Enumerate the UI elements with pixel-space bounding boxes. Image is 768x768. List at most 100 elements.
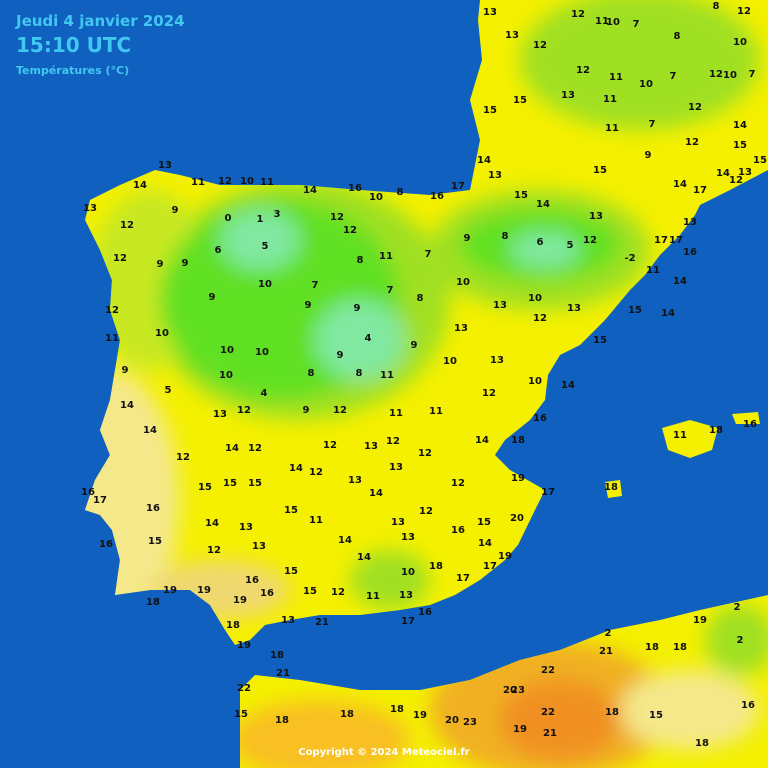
- station-temperature: 18: [511, 435, 525, 446]
- station-temperature: 15: [234, 709, 248, 720]
- station-temperature: 10: [220, 345, 234, 356]
- station-temperature: 12: [248, 443, 262, 454]
- station-temperature: 17: [654, 235, 668, 246]
- station-temperature: 12: [419, 506, 433, 517]
- station-temperature: 8: [357, 255, 364, 266]
- station-temperature: 5: [165, 385, 172, 396]
- station-temperature: 21: [543, 728, 557, 739]
- station-temperature: 12: [482, 388, 496, 399]
- station-temperature: 13: [252, 541, 266, 552]
- station-temperature: 14: [205, 518, 219, 529]
- station-temperature: 15: [223, 478, 237, 489]
- station-temperature: 15: [198, 482, 212, 493]
- station-temperature: 17: [693, 185, 707, 196]
- station-temperature: 1: [257, 214, 264, 225]
- station-temperature: 15: [649, 710, 663, 721]
- station-temperature: 11: [605, 123, 619, 134]
- station-temperature: 12: [709, 69, 723, 80]
- station-temperature: 13: [490, 355, 504, 366]
- station-temperature: 10: [528, 293, 542, 304]
- station-temperature: 2: [605, 628, 612, 639]
- station-temperature: 9: [645, 150, 652, 161]
- station-temperature: 11: [366, 591, 380, 602]
- station-temperature: 2: [734, 602, 741, 613]
- station-temperature: 11: [191, 177, 205, 188]
- station-temperature: 19: [197, 585, 211, 596]
- station-temperature: 13: [158, 160, 172, 171]
- station-temperature: 16: [418, 607, 432, 618]
- station-temperature: 0: [225, 213, 232, 224]
- station-temperature: 11: [609, 72, 623, 83]
- station-temperature: 12: [331, 587, 345, 598]
- station-temperature: 13: [348, 475, 362, 486]
- station-temperature: 12: [309, 467, 323, 478]
- station-temperature: 5: [262, 241, 269, 252]
- station-temperature: 14: [478, 538, 492, 549]
- station-temperature: 12: [237, 405, 251, 416]
- station-temperature: 14: [661, 308, 675, 319]
- station-temperature: 14: [673, 276, 687, 287]
- station-temperature: 16: [743, 419, 757, 430]
- station-temperature: 2: [737, 635, 744, 646]
- station-temperature: 9: [337, 350, 344, 361]
- station-temperature: 18: [270, 650, 284, 661]
- station-temperature: 15: [753, 155, 767, 166]
- station-temperature: 9: [464, 233, 471, 244]
- station-temperature: 12: [120, 220, 134, 231]
- station-temperature: 20: [503, 685, 517, 696]
- station-temperature: 16: [430, 191, 444, 202]
- station-temperature: 4: [365, 333, 372, 344]
- station-temperature: 20: [510, 513, 524, 524]
- station-temperature: 12: [418, 448, 432, 459]
- station-temperature: 15: [483, 105, 497, 116]
- station-temperature: 13: [483, 7, 497, 18]
- station-temperature: 13: [364, 441, 378, 452]
- station-temperature: 17: [483, 561, 497, 572]
- station-temperature: 18: [275, 715, 289, 726]
- station-temperature: 12: [451, 478, 465, 489]
- station-temperature: 16: [348, 183, 362, 194]
- station-temperature: 16: [260, 588, 274, 599]
- station-temperature: 22: [541, 707, 555, 718]
- station-temperature: 11: [646, 265, 660, 276]
- station-temperature: 10: [255, 347, 269, 358]
- station-temperature: 13: [399, 590, 413, 601]
- station-temperature: 14: [225, 443, 239, 454]
- station-temperature: 12: [207, 545, 221, 556]
- station-temperature: 15: [248, 478, 262, 489]
- station-temperature: 15: [628, 305, 642, 316]
- station-temperature: 14: [133, 180, 147, 191]
- station-temperature: 12: [729, 175, 743, 186]
- station-temperature: 12: [330, 212, 344, 223]
- station-temperature: 9: [172, 205, 179, 216]
- station-temperature: 22: [541, 665, 555, 676]
- station-temperature: 13: [567, 303, 581, 314]
- station-temperature: 14: [120, 400, 134, 411]
- station-temperature: 15: [284, 566, 298, 577]
- station-temperature: 18: [645, 642, 659, 653]
- station-temperature: 3: [274, 209, 281, 220]
- station-temperature: 7: [649, 119, 656, 130]
- station-temperature: 13: [389, 462, 403, 473]
- station-temperature: 18: [340, 709, 354, 720]
- station-temperature: 14: [536, 199, 550, 210]
- station-temperature: 9: [303, 405, 310, 416]
- station-temperature: 8: [502, 231, 509, 242]
- station-temperature: 18: [605, 707, 619, 718]
- station-temperature: 13: [239, 522, 253, 533]
- station-temperature: 13: [683, 217, 697, 228]
- station-temperature: 13: [505, 30, 519, 41]
- station-temperature: 16: [683, 247, 697, 258]
- station-temperature: 18: [673, 642, 687, 653]
- station-temperature: 15: [514, 190, 528, 201]
- station-temperature: 15: [148, 536, 162, 547]
- station-temperature: 10: [219, 370, 233, 381]
- station-temperature: 9: [305, 300, 312, 311]
- station-temperature: 12: [113, 253, 127, 264]
- station-temperature: 17: [669, 235, 683, 246]
- station-temperature: 18: [146, 597, 160, 608]
- subtitle: Températures (°C): [16, 64, 129, 77]
- station-temperature: 16: [741, 700, 755, 711]
- station-temperature: 14: [477, 155, 491, 166]
- station-temperature: 17: [401, 616, 415, 627]
